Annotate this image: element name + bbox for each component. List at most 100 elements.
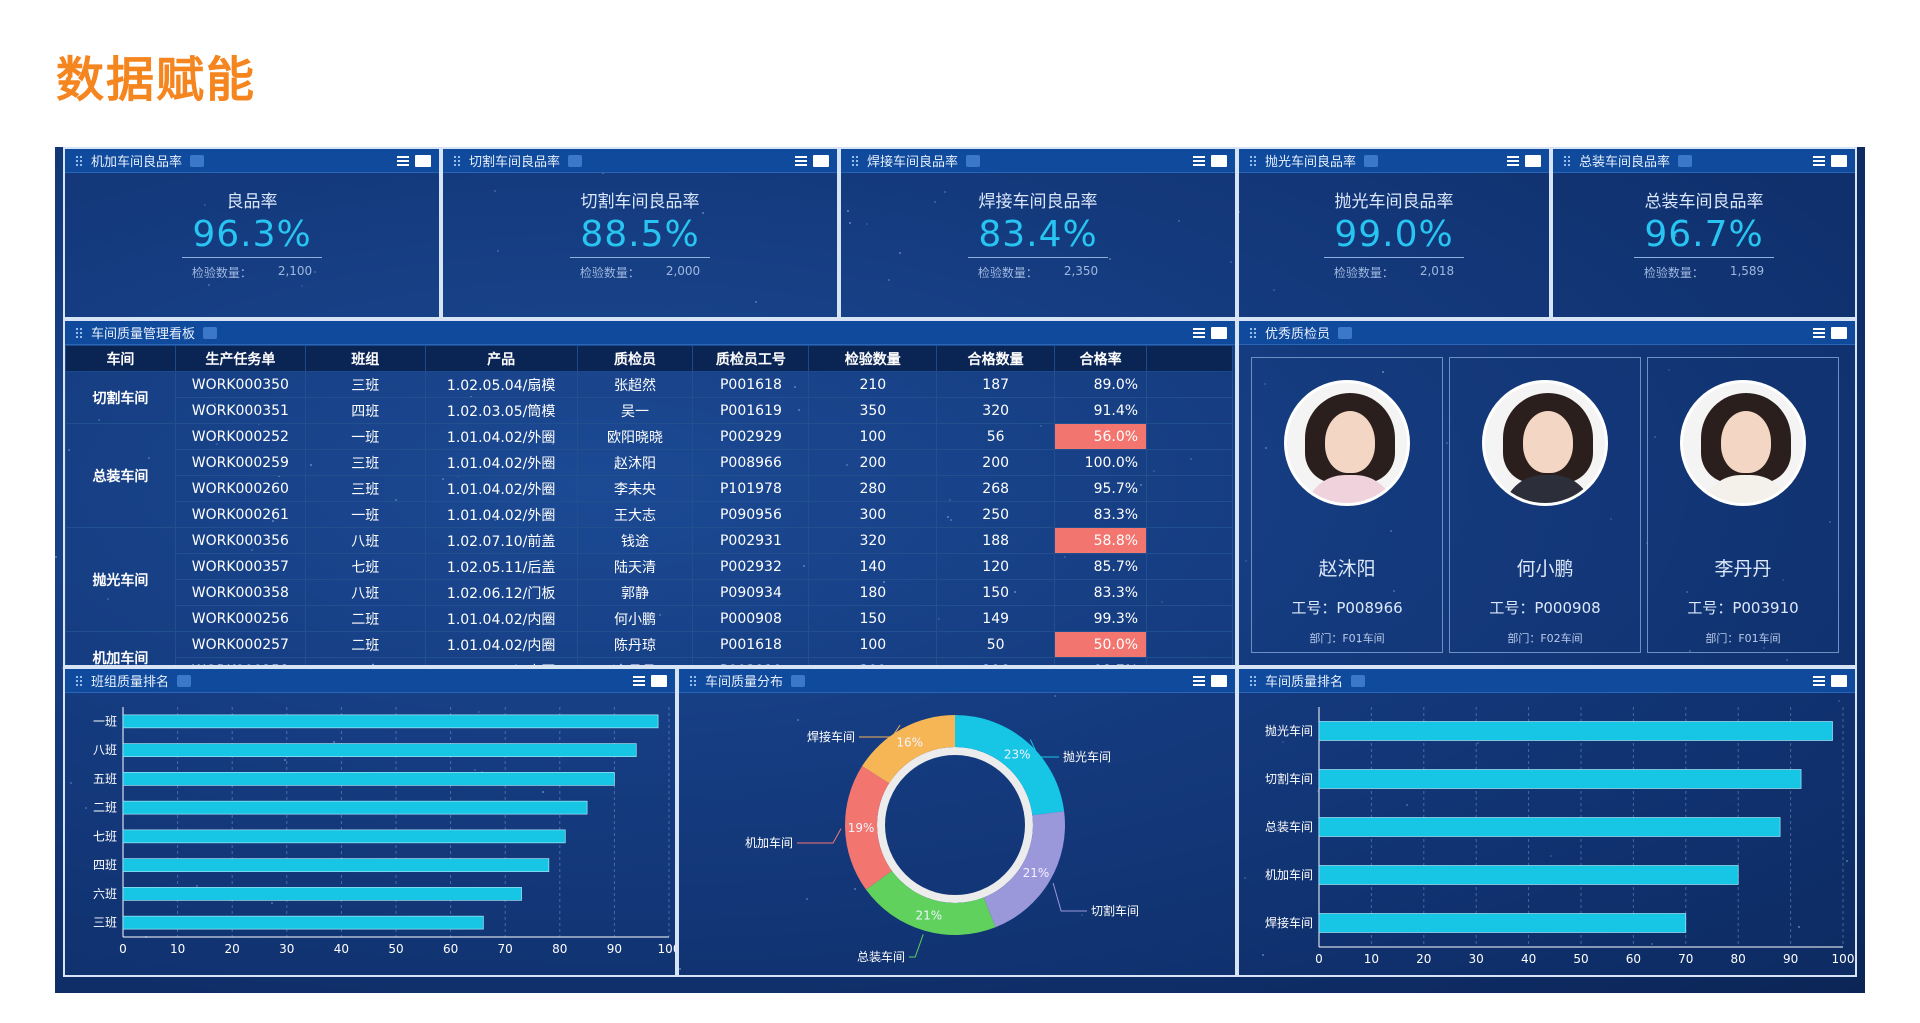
menu-icon[interactable] (633, 675, 645, 686)
cell-inspector: 陈丹琼 (576, 631, 694, 658)
donut-slice[interactable] (862, 715, 955, 784)
avatar (1284, 380, 1410, 506)
menu-icon[interactable] (1193, 675, 1205, 686)
menu-icon[interactable] (1507, 155, 1519, 166)
bar[interactable] (1318, 769, 1802, 789)
column-header[interactable]: 产品 (424, 345, 578, 372)
x-tick-label: 60 (1626, 952, 1641, 966)
badge-icon (568, 154, 583, 167)
inspector-card[interactable]: 何小鹏 工号：P000908 部门：F02车间 (1449, 357, 1641, 653)
bar[interactable] (122, 858, 550, 872)
cell-team: 三班 (304, 475, 426, 502)
callout-line (797, 828, 842, 844)
donut-inner-ring (877, 747, 1033, 903)
bar[interactable] (122, 772, 615, 786)
table-row[interactable]: 切割车间 WORK000350 三班 1.02.05.04/扇模 张超然 P001618 2… (65, 371, 1233, 424)
cell-rate: 85.7% (1054, 553, 1148, 580)
column-header[interactable]: 生产任务单 (174, 345, 306, 372)
table-row[interactable]: WORK000357 七班 1.02.05.11/后盖 陆天清 P002932 140 12… (66, 553, 1233, 580)
column-header[interactable]: 车间 (65, 345, 176, 372)
donut-slice[interactable] (845, 766, 892, 890)
cell-passed: 188 (936, 527, 1056, 554)
column-header[interactable]: 质检员 (576, 345, 694, 372)
drag-handle-icon[interactable] (1563, 154, 1571, 167)
window-icon[interactable] (415, 154, 431, 167)
menu-icon[interactable] (795, 155, 807, 166)
window-icon[interactable] (1211, 674, 1227, 687)
window-icon[interactable] (813, 154, 829, 167)
star-dot (1785, 658, 1788, 661)
cell-passed: 50 (936, 631, 1056, 658)
star-dot (854, 888, 857, 891)
window-icon[interactable] (1831, 326, 1847, 339)
donut-slice[interactable] (866, 870, 996, 935)
window-icon[interactable] (1525, 154, 1541, 167)
bar[interactable] (1318, 817, 1781, 837)
table-row[interactable]: WORK000259 三班 1.01.04.02/外圈 赵沐阳 P008966 200 20… (66, 449, 1233, 476)
bar[interactable] (122, 915, 484, 930)
menu-icon[interactable] (1813, 675, 1825, 686)
column-header[interactable]: 合格率 (1054, 345, 1148, 372)
drag-handle-icon[interactable] (689, 674, 697, 687)
window-icon[interactable] (1831, 674, 1847, 687)
y-category-label: 三班 (93, 916, 117, 930)
window-icon[interactable] (651, 674, 667, 687)
donut-slice[interactable] (955, 715, 1065, 816)
drag-handle-icon[interactable] (1249, 154, 1257, 167)
star-dot (1446, 442, 1449, 445)
window-icon[interactable] (1211, 326, 1227, 339)
bar[interactable] (1318, 721, 1833, 741)
column-header[interactable]: 检验数量 (808, 345, 938, 372)
menu-icon[interactable] (1813, 155, 1825, 166)
drag-handle-icon[interactable] (75, 154, 83, 167)
table-row[interactable]: WORK000261 一班 1.01.04.02/外圈 王大志 P090956 300 25… (66, 501, 1233, 528)
drag-handle-icon[interactable] (1249, 326, 1257, 339)
donut-slice[interactable] (983, 811, 1065, 928)
inspector-card[interactable]: 赵沐阳 工号：P008966 部门：F01车间 (1251, 357, 1443, 653)
cell-inspector: 李丹丹 (576, 657, 694, 665)
bar[interactable] (1318, 913, 1687, 933)
menu-icon[interactable] (397, 155, 409, 166)
window-icon[interactable] (1211, 154, 1227, 167)
star-dot (933, 200, 936, 203)
column-header[interactable]: 质检员工号 (692, 345, 810, 372)
cell-task: WORK000252 (174, 423, 306, 450)
table-row[interactable]: WORK000258二班1.01.04.02/内圈李丹丹P00391030029… (66, 657, 1233, 665)
cell-product: 1.01.04.02/内圈 (424, 605, 578, 632)
table-row[interactable]: WORK000256 二班 1.01.04.02/内圈 何小鹏 P000908 150 14… (66, 605, 1233, 632)
drag-handle-icon[interactable] (453, 154, 461, 167)
window-icon[interactable] (1831, 154, 1847, 167)
inspector-card[interactable]: 李丹丹 工号：P003910 部门：F01车间 (1647, 357, 1839, 653)
table-row[interactable]: WORK000351 四班 1.02.03.05/筒模 吴一 P001619 350 320… (66, 397, 1233, 424)
column-header[interactable]: 班组 (304, 345, 426, 372)
column-header[interactable]: 合格数量 (936, 345, 1056, 372)
cell-product: 1.02.05.11/后盖 (424, 553, 578, 580)
panel-title: 切割车间良品率 (469, 155, 561, 170)
bar[interactable] (122, 743, 637, 757)
bar[interactable] (122, 714, 659, 729)
bar[interactable] (1318, 865, 1739, 885)
bar[interactable] (122, 887, 522, 901)
bar[interactable] (122, 800, 588, 815)
cell-passed: 296 (936, 657, 1056, 665)
bar[interactable] (122, 829, 566, 844)
star-dot (805, 898, 808, 901)
drag-handle-icon[interactable] (1249, 674, 1257, 687)
drag-handle-icon[interactable] (851, 154, 859, 167)
drag-handle-icon[interactable] (75, 326, 83, 339)
drag-handle-icon[interactable] (75, 674, 83, 687)
table-row[interactable]: 机加车间 WORK000257 二班 1.01.04.02/内圈 陈丹琼 P001618 1… (65, 631, 1233, 665)
cell-team: 四班 (304, 397, 426, 424)
column-header-spacer (1146, 345, 1233, 372)
table-row[interactable]: WORK000260 三班 1.01.04.02/外圈 李未央 P101978 280 26… (66, 475, 1233, 502)
menu-icon[interactable] (1193, 155, 1205, 166)
table-row[interactable]: WORK000358 八班 1.02.06.12/门板 郭静 P090934 180 150… (66, 579, 1233, 606)
table-row[interactable]: 抛光车间 WORK000356 八班 1.02.07.10/前盖 钱途 P002931 32… (65, 527, 1233, 632)
menu-icon[interactable] (1813, 327, 1825, 338)
table-row[interactable]: 总装车间 WORK000252 一班 1.01.04.02/外圈 欧阳晓晓 P002929… (65, 423, 1233, 528)
menu-icon[interactable] (1193, 327, 1205, 338)
cell-team: 八班 (304, 579, 426, 606)
star-dot (1281, 741, 1284, 744)
star-dot (1238, 211, 1241, 214)
x-tick-label: 50 (1573, 952, 1588, 966)
